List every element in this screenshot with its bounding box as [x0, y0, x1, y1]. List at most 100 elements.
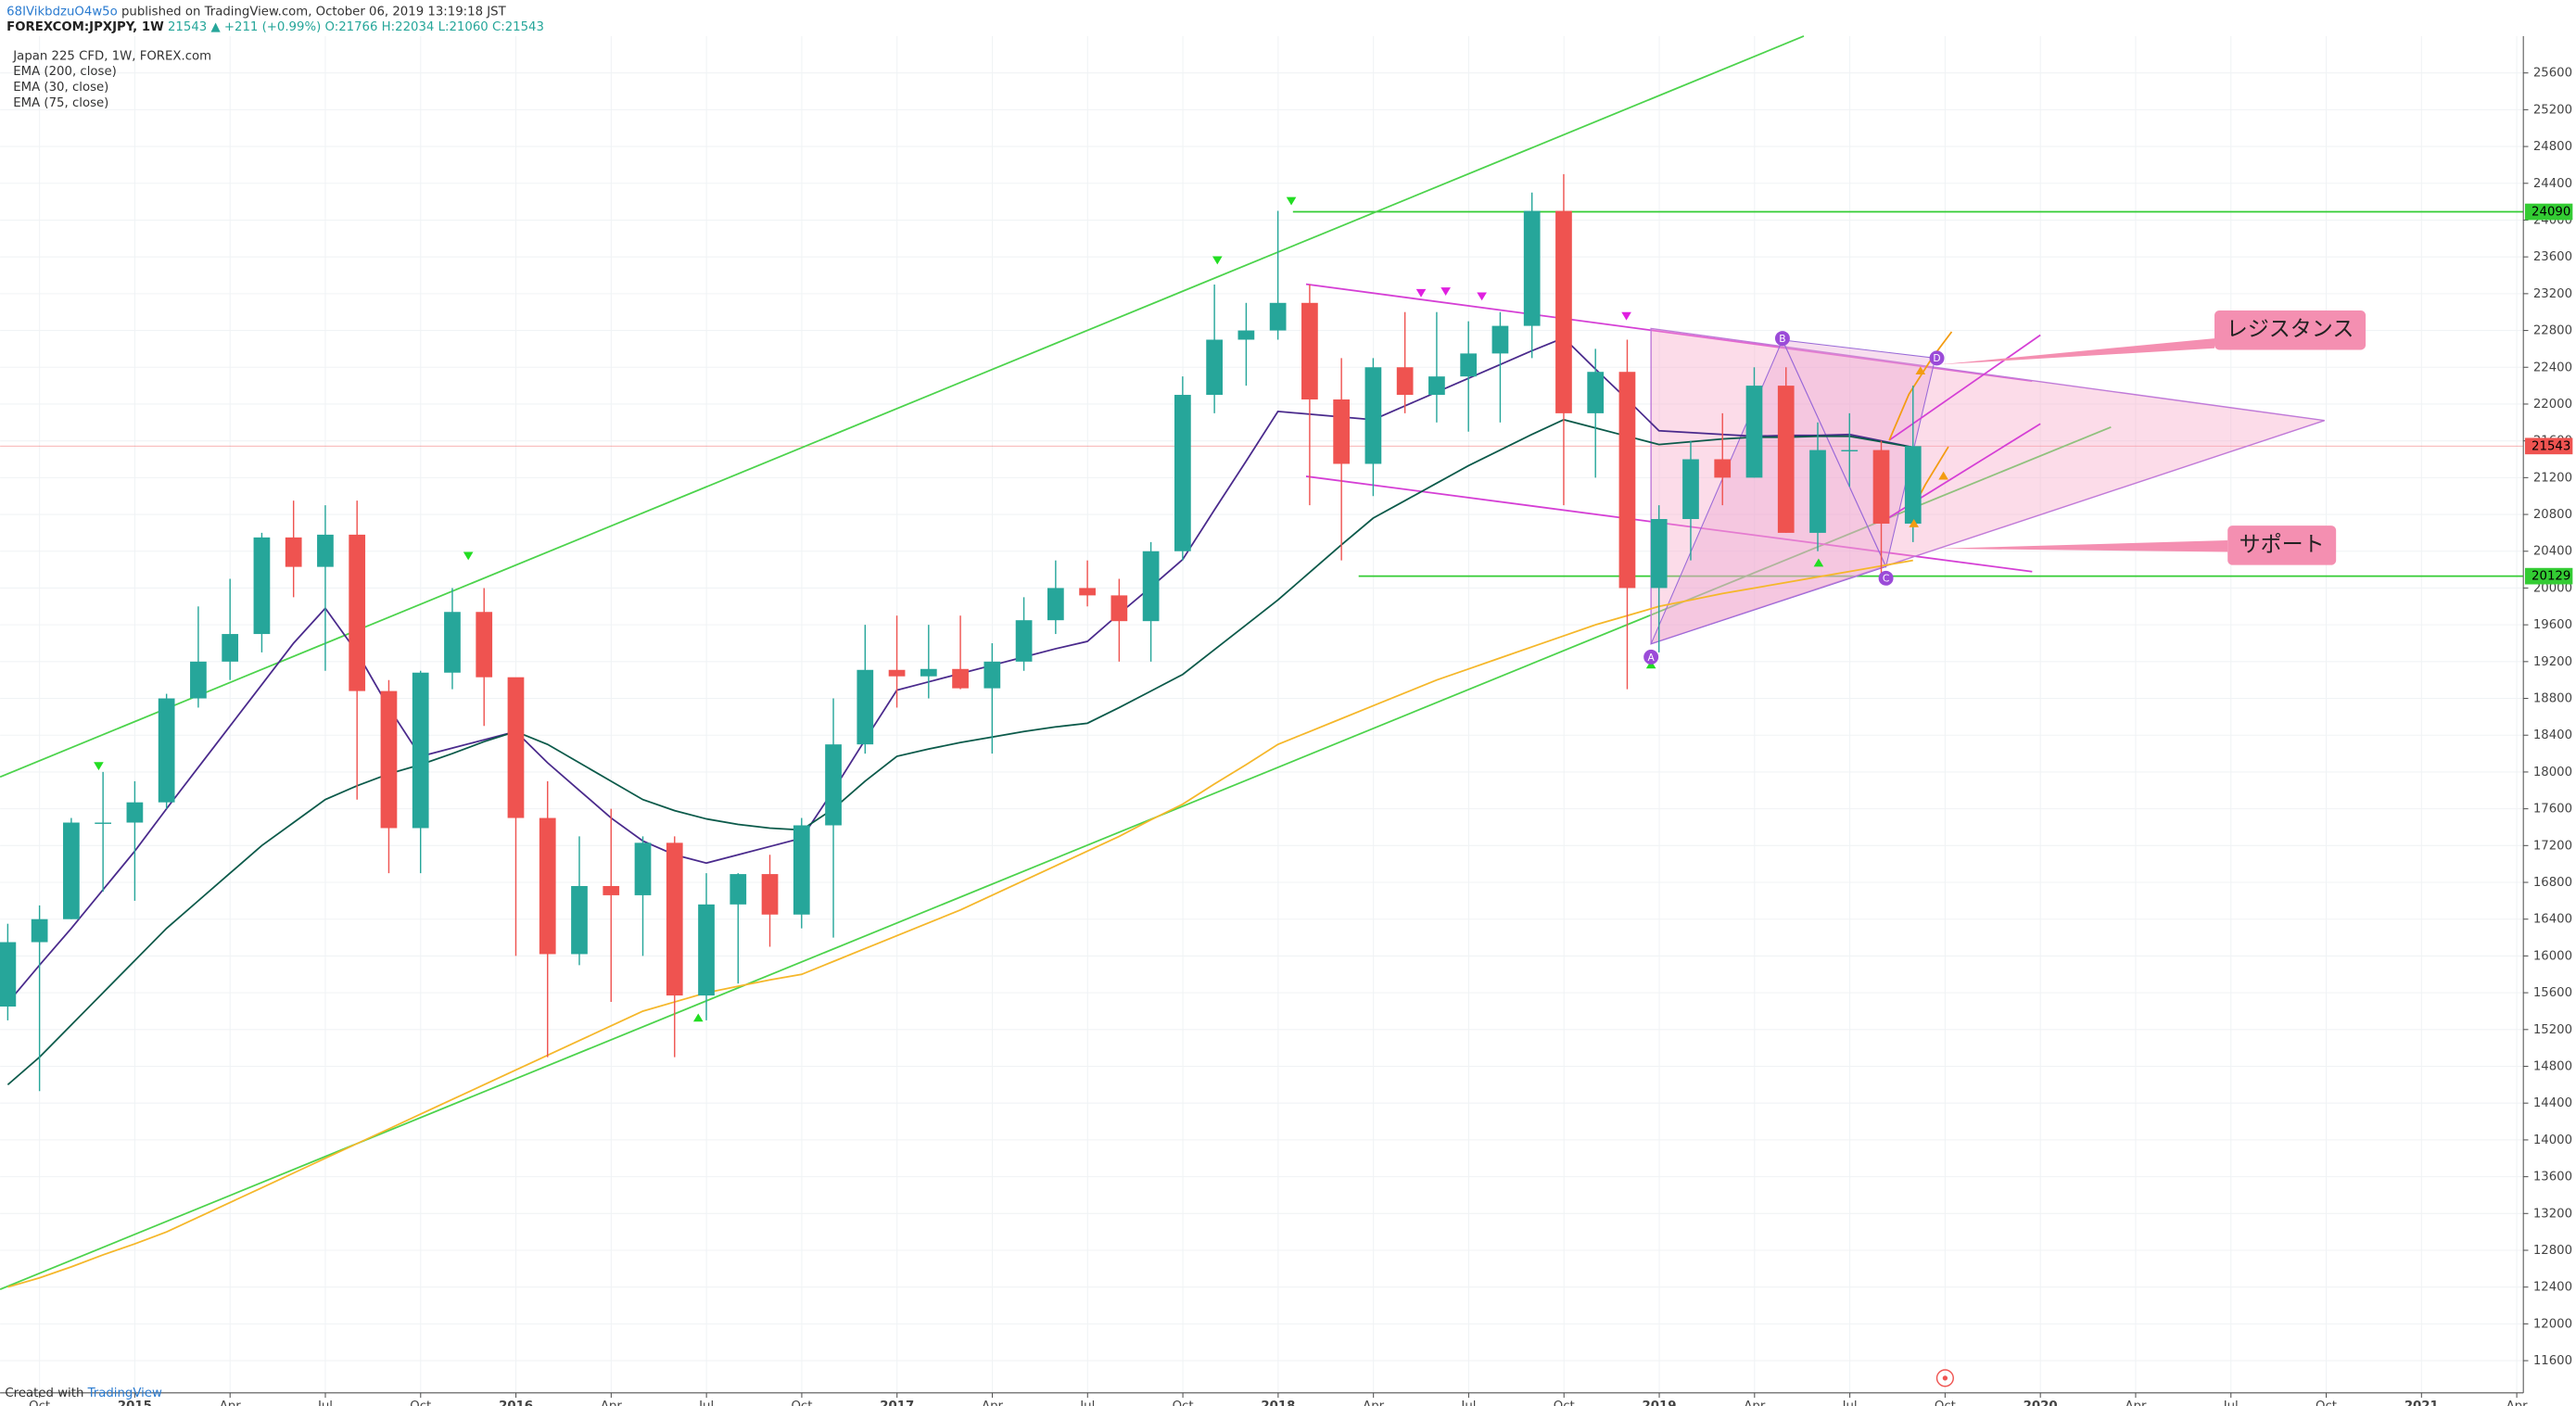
- candle-body: [1745, 386, 1763, 478]
- candle-body: [1015, 620, 1033, 662]
- published: published on TradingView.com, October 06…: [121, 5, 507, 19]
- candle-body: [444, 612, 461, 673]
- y-tick-label: 16800: [2533, 876, 2572, 890]
- y-tick-label: 22800: [2533, 324, 2572, 338]
- candle-body: [1142, 551, 1160, 622]
- ema-line: [7, 559, 1913, 1288]
- legend: EMA (200, close) EMA (30, close)EMA (75, …: [13, 65, 117, 110]
- candle-body: [1237, 330, 1255, 340]
- candle-body: [761, 874, 779, 915]
- axes: 11600 12000 12400 12800 13200 13600 14000 14400…: [29, 67, 2573, 1406]
- symbol-line: FOREXCOM:JPXJPY, 1W 21543 ▲ +211 (+0.99%…: [6, 20, 544, 34]
- x-tick-label: 2019: [1643, 1400, 1677, 1406]
- y-tick-label: 12400: [2533, 1281, 2572, 1295]
- orange-line: [1888, 331, 1953, 441]
- y-tick-label: 13600: [2533, 1171, 2572, 1184]
- y-tick-label: 21200: [2533, 471, 2572, 485]
- y-tick-label: 15200: [2533, 1023, 2572, 1037]
- symbol: FOREXCOM:JPXJPY, 1W: [6, 20, 164, 34]
- candle-body: [603, 885, 620, 895]
- x-tick-label: Oct: [1935, 1400, 1956, 1406]
- x-tick-label: Apr: [1363, 1400, 1385, 1406]
- y-tick-label: 11600: [2533, 1354, 2572, 1368]
- y-tick-label: 20400: [2533, 545, 2572, 559]
- target-icon: [1942, 1375, 1948, 1381]
- footer-text: Created with: [5, 1387, 83, 1400]
- point-badge: [1878, 570, 1894, 586]
- candle-body: [1301, 302, 1318, 399]
- candle-body: [920, 668, 937, 677]
- candle-body: [1777, 386, 1795, 533]
- candle-body: [126, 802, 144, 823]
- candle-body: [1396, 367, 1414, 396]
- y-tick-label: 12000: [2533, 1317, 2572, 1331]
- candle-body: [888, 669, 906, 677]
- candle-body: [222, 634, 239, 662]
- x-tick-label: Jul: [1842, 1400, 1858, 1406]
- callouts: レジスタンス サポート A B C D: [1643, 310, 2367, 665]
- candle-body: [95, 822, 112, 824]
- candle-body: [825, 744, 842, 826]
- x-tick-label: Apr: [2506, 1400, 2529, 1406]
- channel-line: [1305, 283, 2033, 383]
- y-tick-label: 24800: [2533, 140, 2572, 154]
- x-tick-label: 2020: [2024, 1400, 2058, 1406]
- candle-body: [190, 661, 207, 699]
- trend-line: [0, 35, 1805, 779]
- candle-body: [1491, 325, 1509, 354]
- candle-body: [412, 672, 429, 829]
- candle-body: [380, 690, 398, 829]
- candle-body: [1841, 450, 1859, 451]
- point-label: C: [1883, 573, 1889, 585]
- candle-body: [1333, 399, 1351, 464]
- x-tick-label: 2016: [499, 1400, 533, 1406]
- point-badge: [1774, 331, 1790, 347]
- candle-body: [793, 825, 810, 915]
- x-tick-label: Jul: [2223, 1400, 2239, 1406]
- y-tick-label: 14800: [2533, 1060, 2572, 1074]
- candle-body: [539, 817, 556, 955]
- candle-body: [666, 842, 683, 996]
- y-tick-label: 18400: [2533, 728, 2572, 742]
- y-tick-label: 16400: [2533, 913, 2572, 927]
- footer: Created with TradingView: [5, 1387, 162, 1400]
- candle-body: [1428, 376, 1445, 396]
- candle-body: [1460, 353, 1478, 377]
- price-tag-label: 21543: [2532, 439, 2570, 453]
- y-tick-label: 23600: [2533, 250, 2572, 264]
- price-tag: [2524, 567, 2573, 585]
- legend-entry: EMA (75, close): [13, 96, 108, 110]
- candle-body: [1555, 210, 1572, 413]
- y-tick-label: 16000: [2533, 949, 2572, 963]
- candle-body: [1206, 339, 1223, 396]
- point-badge: [1643, 649, 1659, 665]
- x-tick-label: 2018: [1261, 1400, 1295, 1406]
- candle-body: [571, 885, 588, 955]
- candle-body: [1904, 446, 1922, 524]
- candle-body: [285, 537, 302, 567]
- x-tick-label: Apr: [2125, 1400, 2147, 1406]
- candle-body: [253, 537, 271, 635]
- candle-body: [730, 874, 747, 905]
- point-label: B: [1779, 333, 1785, 345]
- candle-body: [1523, 210, 1541, 326]
- y-tick-label: 13200: [2533, 1207, 2572, 1221]
- candle-body: [1364, 367, 1382, 464]
- y-tick-label: 25200: [2533, 103, 2572, 117]
- x-tick-label: Oct: [29, 1400, 50, 1406]
- candle-body: [158, 698, 175, 803]
- candle-body: [0, 942, 17, 1007]
- plot: [0, 173, 1922, 1288]
- callout-box: [2227, 526, 2337, 565]
- y-tick-label: 15600: [2533, 986, 2572, 1000]
- candle-body: [1047, 588, 1064, 621]
- y-tick-label: 23200: [2533, 287, 2572, 301]
- target-icon: [1935, 1369, 1954, 1387]
- callout-pointer: [1938, 540, 2228, 552]
- author: 68IVikbdzuO4w5o: [6, 5, 118, 19]
- x-tick-label: 2021: [2405, 1400, 2439, 1406]
- channel-line: [1305, 475, 2033, 573]
